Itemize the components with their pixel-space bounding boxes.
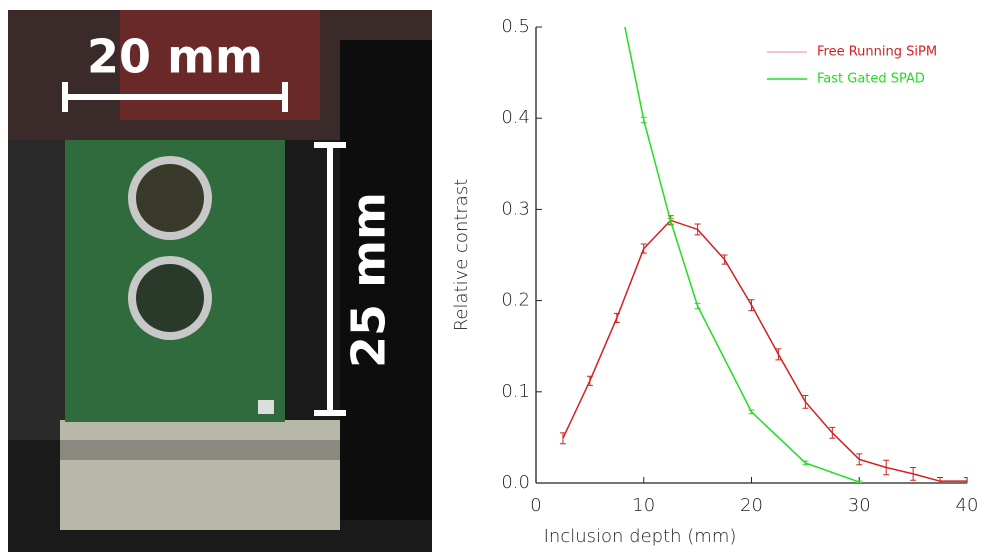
photo: 20 mm 25 mm: [8, 10, 432, 552]
series-line: [562, 219, 967, 482]
error-bar: [775, 348, 782, 361]
error-bar: [694, 302, 701, 310]
error-bar: [883, 459, 890, 476]
y-tick-label: 0.4: [501, 107, 530, 128]
error-bar: [856, 480, 863, 483]
mount-left: [8, 140, 68, 440]
error-bar: [802, 460, 809, 466]
x-tick-label: 30: [848, 495, 871, 516]
x-tick-label: 20: [740, 495, 763, 516]
y-axis-label: Relative contrast: [451, 179, 472, 332]
holder: [60, 420, 340, 530]
pad: [258, 400, 274, 414]
error-bar: [748, 299, 755, 312]
error-bar: [910, 466, 917, 481]
error-bar: [640, 116, 647, 124]
legend-label: Fast Gated SPAD: [817, 72, 925, 87]
y-tick-label: 0.5: [501, 16, 530, 37]
error-bar: [856, 453, 863, 466]
plot-area: [559, 27, 967, 483]
error-bar: [586, 375, 593, 386]
error-bar: [613, 312, 620, 323]
y-tick-label: 0.1: [501, 381, 530, 402]
error-bar: [937, 477, 944, 483]
y-tick-label: 0.3: [501, 198, 530, 219]
error-bar: [559, 432, 566, 445]
error-bar: [640, 243, 647, 254]
legend-label: Free Running SiPM: [817, 45, 937, 60]
scale-label: 25 mm: [342, 192, 396, 368]
mount: [340, 40, 432, 520]
error-bar: [964, 477, 967, 483]
scale-label: 20 mm: [87, 30, 263, 84]
x-tick-label: 10: [632, 495, 655, 516]
error-bar: [667, 218, 674, 225]
error-bar: [802, 394, 809, 409]
x-tick-label: 40: [956, 495, 979, 516]
y-tick-label: 0.2: [501, 290, 530, 311]
x-tick-label: 0: [530, 495, 541, 516]
y-tick-label: 0.0: [501, 472, 530, 493]
error-bar: [721, 254, 728, 265]
sensor: [136, 264, 204, 332]
error-bar: [829, 426, 836, 439]
error-bar: [748, 409, 755, 415]
error-bar: [694, 223, 701, 236]
x-axis-label: Inclusion depth (mm): [544, 526, 737, 547]
sensor: [136, 164, 204, 232]
holder-band: [60, 440, 340, 460]
